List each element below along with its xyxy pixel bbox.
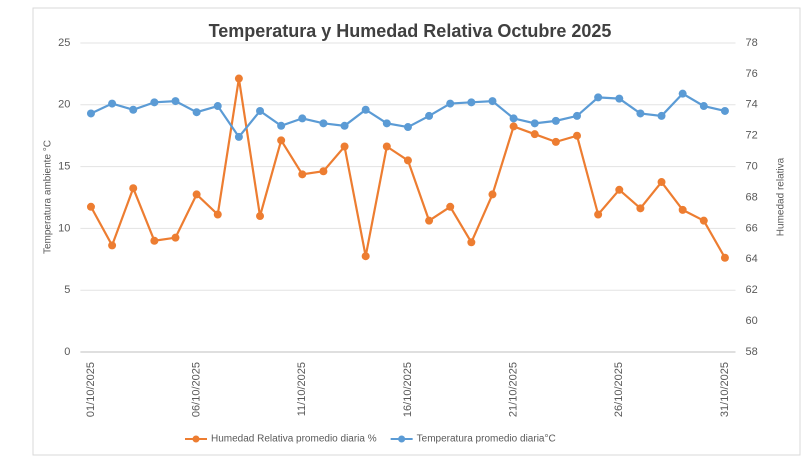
series-point bbox=[509, 122, 518, 131]
y-tick-label: 25 bbox=[58, 37, 70, 49]
series-point bbox=[213, 210, 222, 219]
x-tick-label: 16/10/2025 bbox=[402, 362, 414, 417]
y-tick-label: 0 bbox=[64, 346, 70, 358]
series-point bbox=[551, 137, 560, 146]
x-tick-label: 21/10/2025 bbox=[508, 362, 520, 417]
series-point bbox=[425, 111, 434, 120]
series-point bbox=[277, 136, 286, 145]
chart-frame bbox=[32, 7, 801, 456]
series-point bbox=[129, 184, 138, 193]
y2-axis-label: Humedad relativa bbox=[776, 157, 787, 236]
series-point bbox=[403, 156, 412, 165]
legend-label: Humedad Relativa promedio diaria % bbox=[211, 434, 377, 445]
series-point bbox=[467, 98, 476, 107]
x-tick-label: 06/10/2025 bbox=[191, 362, 203, 417]
series-point bbox=[530, 130, 539, 139]
chart-title: Temperatura y Humedad Relativa Octubre 2… bbox=[209, 21, 612, 41]
series-point bbox=[573, 131, 582, 140]
series-point bbox=[361, 252, 370, 261]
series-point bbox=[86, 202, 95, 211]
series-point bbox=[594, 93, 603, 102]
series-point bbox=[234, 74, 243, 83]
series-point bbox=[615, 185, 624, 194]
series-point bbox=[657, 178, 666, 187]
series-point bbox=[171, 97, 180, 106]
y-tick-label: 15 bbox=[58, 161, 70, 173]
y2-tick-label: 62 bbox=[746, 284, 758, 296]
series-point bbox=[615, 94, 624, 103]
y2-tick-label: 68 bbox=[746, 191, 758, 203]
x-tick-label: 26/10/2025 bbox=[613, 362, 625, 417]
series-point bbox=[573, 111, 582, 120]
x-tick-label: 01/10/2025 bbox=[85, 362, 97, 417]
series-point bbox=[382, 119, 391, 128]
series-point bbox=[720, 106, 729, 115]
y2-tick-label: 64 bbox=[746, 253, 758, 265]
series-point bbox=[171, 233, 180, 242]
series-point bbox=[86, 109, 95, 118]
series-point bbox=[192, 108, 201, 117]
series-point bbox=[192, 190, 201, 199]
y2-tick-label: 60 bbox=[746, 315, 758, 327]
series-point bbox=[446, 202, 455, 211]
series-point bbox=[509, 114, 518, 123]
series-point bbox=[678, 89, 687, 98]
y-axis-label: Temperatura ambiente °C bbox=[43, 140, 54, 254]
series-point bbox=[340, 121, 349, 130]
legend-marker bbox=[192, 435, 200, 443]
y-tick-label: 5 bbox=[64, 284, 70, 296]
series-point bbox=[382, 142, 391, 151]
series-point bbox=[530, 119, 539, 128]
series-point bbox=[720, 253, 729, 262]
series-point bbox=[594, 210, 603, 219]
series-point bbox=[129, 105, 138, 114]
series-point bbox=[319, 119, 328, 128]
series-point bbox=[657, 111, 666, 120]
legend-label: Temperatura promedio diaria°C bbox=[417, 434, 556, 445]
series-point bbox=[108, 241, 117, 250]
series-point bbox=[488, 97, 497, 106]
series-point bbox=[446, 99, 455, 108]
legend-marker bbox=[398, 435, 406, 443]
series-point bbox=[213, 102, 222, 111]
series-point bbox=[319, 167, 328, 176]
y-tick-label: 20 bbox=[58, 99, 70, 111]
series-point bbox=[298, 170, 307, 179]
y2-tick-label: 58 bbox=[746, 346, 758, 358]
series-point bbox=[234, 132, 243, 141]
y-tick-label: 10 bbox=[58, 222, 70, 234]
series-point bbox=[488, 190, 497, 199]
y2-tick-label: 74 bbox=[746, 99, 758, 111]
y2-tick-label: 72 bbox=[746, 130, 758, 142]
series-point bbox=[256, 212, 265, 221]
x-tick-label: 31/10/2025 bbox=[719, 362, 731, 417]
series-point bbox=[699, 102, 708, 111]
series-point bbox=[108, 99, 117, 108]
series-point bbox=[425, 216, 434, 225]
series-point bbox=[340, 142, 349, 151]
y2-tick-label: 78 bbox=[746, 37, 758, 49]
series-point bbox=[636, 204, 645, 213]
y2-tick-label: 66 bbox=[746, 222, 758, 234]
series-point bbox=[403, 123, 412, 132]
series-point bbox=[256, 106, 265, 115]
series-point bbox=[636, 109, 645, 118]
x-tick-label: 11/10/2025 bbox=[296, 362, 308, 416]
y2-tick-label: 70 bbox=[746, 161, 758, 173]
series-point bbox=[551, 116, 560, 125]
series-point bbox=[361, 105, 370, 114]
series-point bbox=[298, 114, 307, 123]
series-point bbox=[277, 121, 286, 130]
series-point bbox=[150, 236, 159, 245]
series-point bbox=[678, 205, 687, 214]
series-point bbox=[699, 216, 708, 225]
series-point bbox=[150, 98, 159, 107]
y2-tick-label: 76 bbox=[746, 68, 758, 80]
series-point bbox=[467, 238, 476, 247]
